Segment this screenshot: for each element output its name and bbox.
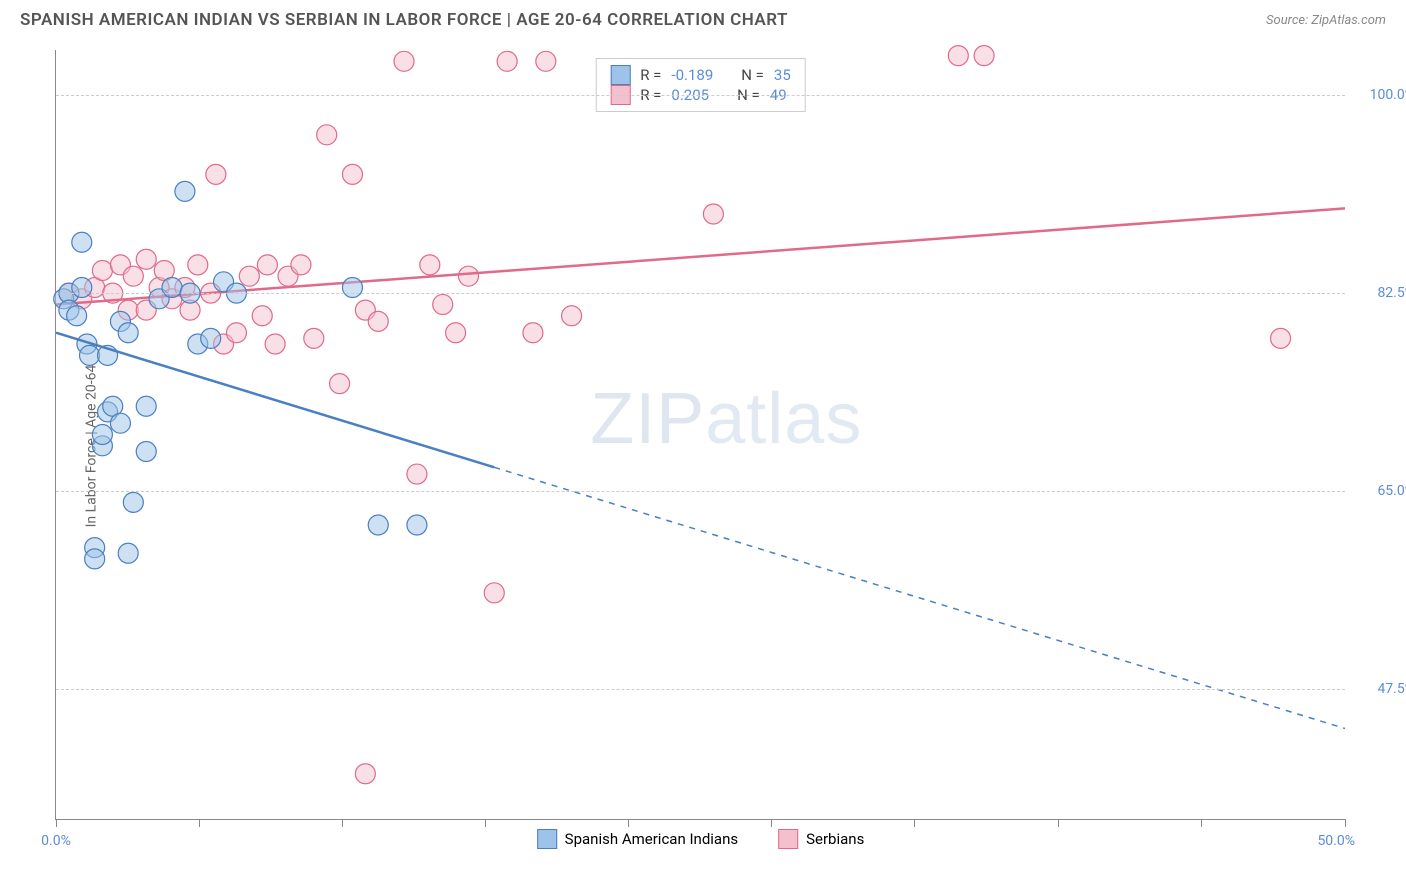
- scatter-point: [118, 323, 138, 343]
- scatter-point: [92, 261, 112, 281]
- scatter-point: [226, 323, 246, 343]
- scatter-point: [92, 425, 112, 445]
- scatter-point: [446, 323, 466, 343]
- y-tick-label: 82.5%: [1355, 285, 1406, 301]
- y-tick-label: 47.5%: [1355, 681, 1406, 697]
- swatch-blue: [610, 65, 630, 85]
- scatter-point: [265, 334, 285, 354]
- scatter-point: [85, 549, 105, 569]
- scatter-point: [188, 255, 208, 275]
- x-tick-label: 0.0%: [41, 833, 71, 849]
- scatter-point: [948, 46, 968, 66]
- scatter-point: [317, 125, 337, 145]
- scatter-point: [703, 204, 723, 224]
- series-label-pink: Serbians: [806, 830, 864, 848]
- y-tick-label: 65.0%: [1355, 483, 1406, 499]
- x-tick-label: 50.0%: [1317, 833, 1355, 849]
- header: SPANISH AMERICAN INDIAN VS SERBIAN IN LA…: [20, 10, 1386, 30]
- scatter-point: [536, 51, 556, 71]
- plot-area: ZIPatlas R = -0.189 N = 35 R = 0.205 N =…: [55, 50, 1345, 820]
- scatter-point: [252, 306, 272, 326]
- scatter-point: [458, 266, 478, 286]
- scatter-point: [342, 277, 362, 297]
- scatter-point: [136, 441, 156, 461]
- r-value-blue: -0.189: [671, 66, 713, 84]
- swatch-pink: [778, 829, 798, 849]
- chart-container: SPANISH AMERICAN INDIAN VS SERBIAN IN LA…: [0, 0, 1406, 892]
- scatter-point: [562, 306, 582, 326]
- scatter-point: [497, 51, 517, 71]
- correlation-legend: R = -0.189 N = 35 R = 0.205 N = 49: [595, 58, 806, 112]
- scatter-point: [72, 277, 92, 297]
- scatter-point: [484, 583, 504, 603]
- scatter-point: [420, 255, 440, 275]
- scatter-point: [201, 328, 221, 348]
- scatter-point: [342, 164, 362, 184]
- r-label: R =: [640, 66, 661, 84]
- scatter-point: [123, 492, 143, 512]
- legend-item-blue: Spanish American Indians: [537, 829, 738, 849]
- scatter-point: [136, 249, 156, 269]
- scatter-point: [433, 294, 453, 314]
- scatter-point: [72, 232, 92, 252]
- scatter-point: [407, 515, 427, 535]
- scatter-point: [110, 413, 130, 433]
- legend-item-pink: Serbians: [778, 829, 864, 849]
- scatter-point: [974, 46, 994, 66]
- regression-line: [56, 208, 1345, 304]
- scatter-point: [162, 277, 182, 297]
- scatter-point: [330, 374, 350, 394]
- scatter-point: [523, 323, 543, 343]
- swatch-blue: [537, 829, 557, 849]
- n-label: N =: [741, 66, 764, 84]
- scatter-point: [355, 764, 375, 784]
- scatter-point: [304, 328, 324, 348]
- scatter-point: [136, 396, 156, 416]
- scatter-point: [257, 255, 277, 275]
- scatter-point: [407, 464, 427, 484]
- chart-title: SPANISH AMERICAN INDIAN VS SERBIAN IN LA…: [20, 10, 788, 30]
- legend-row-blue: R = -0.189 N = 35: [610, 65, 791, 85]
- scatter-point: [123, 266, 143, 286]
- chart-svg: [56, 50, 1345, 819]
- scatter-point: [368, 515, 388, 535]
- scatter-point: [239, 266, 259, 286]
- scatter-point: [175, 181, 195, 201]
- scatter-point: [80, 345, 100, 365]
- source-label: Source: ZipAtlas.com: [1266, 13, 1386, 28]
- scatter-point: [67, 306, 87, 326]
- y-tick-label: 100.0%: [1355, 87, 1406, 103]
- series-label-blue: Spanish American Indians: [565, 830, 738, 848]
- scatter-point: [394, 51, 414, 71]
- scatter-point: [368, 311, 388, 331]
- scatter-point: [206, 164, 226, 184]
- scatter-point: [118, 543, 138, 563]
- series-legend: Spanish American Indians Serbians: [537, 829, 865, 849]
- scatter-point: [291, 255, 311, 275]
- scatter-point: [1271, 328, 1291, 348]
- n-value-blue: 35: [774, 66, 791, 84]
